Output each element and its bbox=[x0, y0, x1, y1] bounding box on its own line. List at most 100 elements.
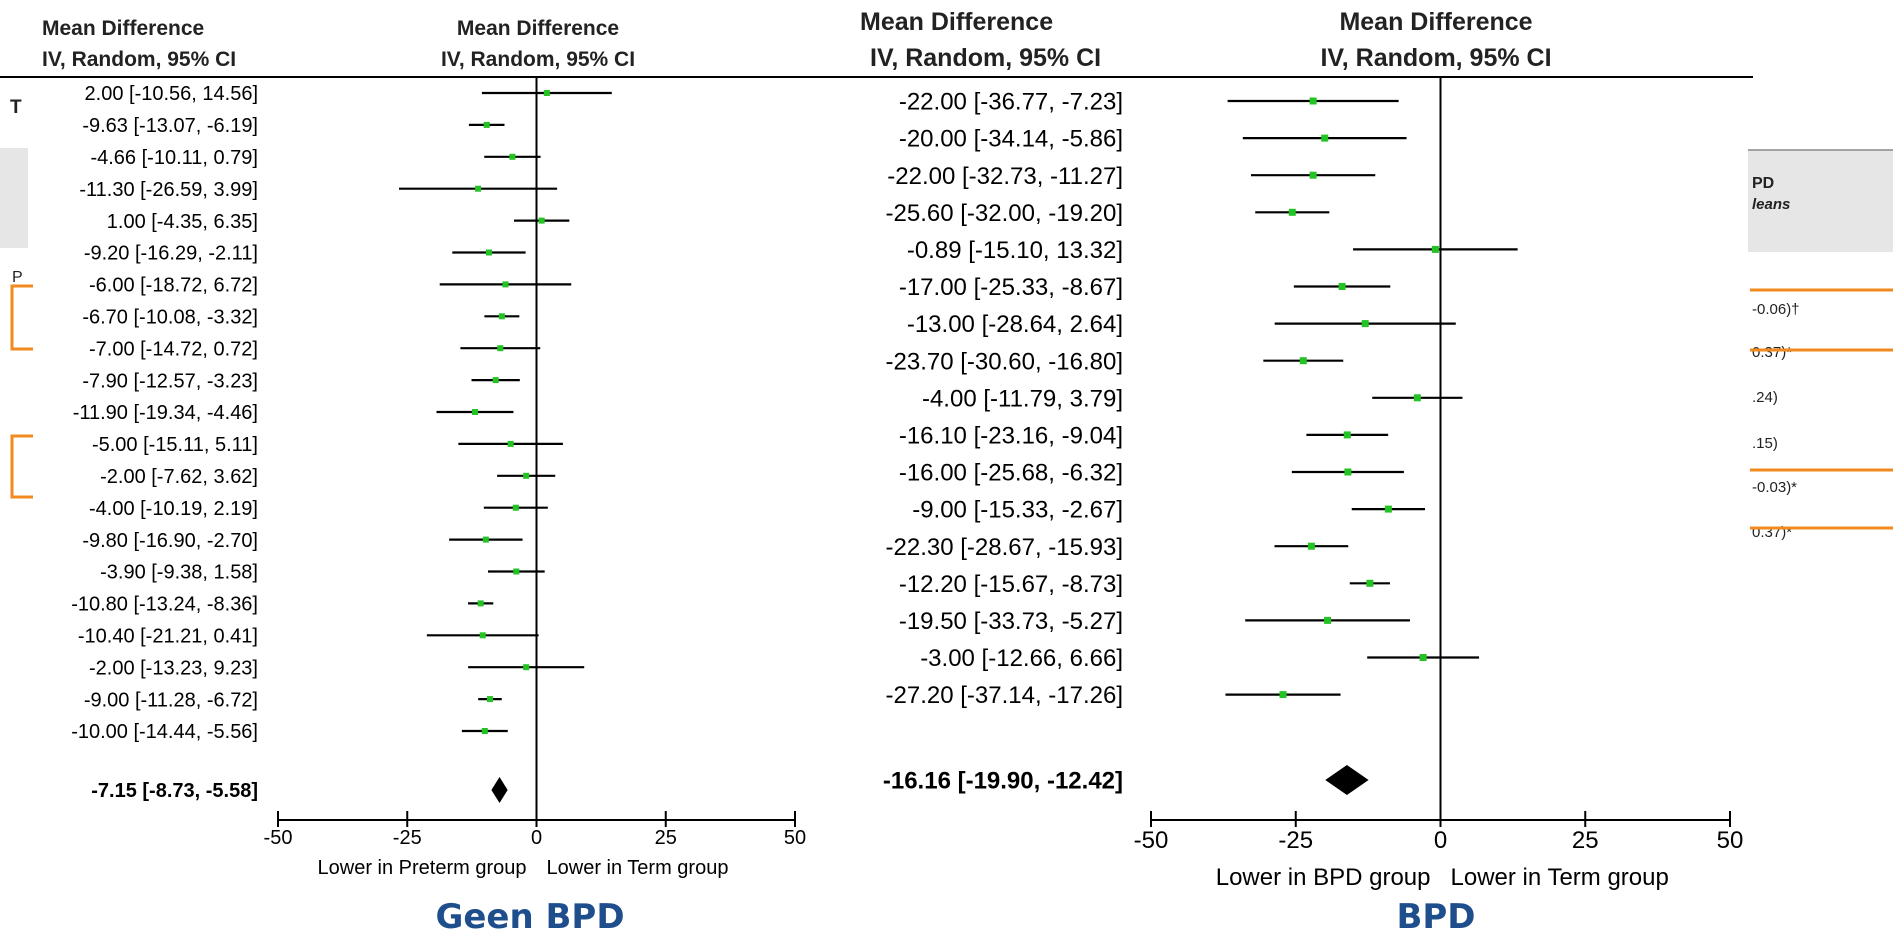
right-background-row: .24) bbox=[1752, 389, 1778, 406]
left-study-estimate bbox=[502, 281, 509, 288]
right-study-ci-label: -19.50 [-33.73, -5.27] bbox=[899, 608, 1123, 635]
left-study-ci-label: -3.90 [-9.38, 1.58] bbox=[100, 562, 258, 584]
left-x-tick-label: -25 bbox=[393, 827, 422, 849]
left-study-ci-label: 1.00 [-4.35, 6.35] bbox=[107, 211, 258, 233]
left-study-ci-label: -11.30 [-26.59, 3.99] bbox=[79, 179, 258, 201]
left-background-letter-p: P bbox=[12, 269, 23, 286]
left-study-ci-label: -9.20 [-16.29, -2.11] bbox=[84, 243, 258, 265]
left-highlight-bracket-2 bbox=[10, 434, 33, 499]
right-study-estimate bbox=[1344, 468, 1352, 476]
left-panel-caption: Geen BPD bbox=[435, 897, 624, 937]
right-x-tick-label: -50 bbox=[1134, 827, 1169, 854]
left-study-ci-label: -6.70 [-10.08, -3.32] bbox=[82, 307, 258, 329]
left-study-ci-label: -10.80 [-13.24, -8.36] bbox=[71, 594, 258, 616]
right-panel-caption: BPD bbox=[1396, 897, 1475, 937]
left-pooled-ci-label: -7.15 [-8.73, -5.58] bbox=[91, 780, 258, 802]
forest-plot-bpd-svg: PDleans-0.06)†0.37)*.24).15)-0.03)*0.37)… bbox=[820, 8, 1893, 937]
left-background-letter-t: T bbox=[10, 97, 22, 118]
right-study-ci-label: -16.00 [-25.68, -6.32] bbox=[899, 460, 1123, 487]
left-x-tick-label: 50 bbox=[784, 827, 806, 849]
left-study-estimate bbox=[479, 632, 486, 639]
left-study-estimate bbox=[486, 696, 493, 703]
left-study-ci-label: -6.00 [-18.72, 6.72] bbox=[89, 275, 258, 297]
right-study-estimate bbox=[1321, 134, 1329, 142]
right-study-estimate bbox=[1384, 505, 1392, 513]
left-study-ci-label: -5.00 [-15.11, 5.11] bbox=[92, 434, 258, 456]
right-study-estimate bbox=[1324, 616, 1332, 624]
left-study-ci-label: -2.00 [-13.23, 9.23] bbox=[89, 657, 258, 679]
right-xlabel-left: Lower in BPD group bbox=[1216, 864, 1431, 891]
forest-plot-geen-bpd-svg: T P Mean Difference IV, Random, 95% CI Mean … bbox=[0, 17, 820, 937]
left-pooled-diamond bbox=[491, 777, 508, 803]
left-study-estimate bbox=[481, 728, 488, 734]
right-study-ci-label: -22.00 [-32.73, -11.27] bbox=[887, 163, 1123, 190]
left-highlight-bracket-1 bbox=[10, 284, 33, 351]
left-study-estimate bbox=[498, 313, 505, 320]
left-x-tick-label: 0 bbox=[531, 827, 542, 849]
left-study-estimate bbox=[512, 504, 519, 511]
right-study-ci-label: -22.30 [-28.67, -15.93] bbox=[886, 534, 1124, 561]
left-study-estimate bbox=[477, 600, 484, 607]
right-background-row: 0.37)* bbox=[1752, 344, 1792, 361]
right-study-estimate bbox=[1279, 691, 1287, 699]
left-study-estimate bbox=[507, 440, 514, 447]
left-study-estimate bbox=[485, 249, 492, 256]
left-study-estimate bbox=[475, 185, 482, 192]
left-study-estimate bbox=[471, 409, 478, 415]
right-study-estimate bbox=[1299, 357, 1307, 365]
right-x-tick-label: 50 bbox=[1717, 827, 1744, 854]
right-study-ci-label: -17.00 [-25.33, -8.67] bbox=[899, 274, 1123, 301]
right-background-row: -0.03)* bbox=[1752, 479, 1797, 496]
right-background-box bbox=[1748, 150, 1893, 252]
forest-plot-geen-bpd: T P Mean Difference IV, Random, 95% CI Mean … bbox=[0, 0, 820, 937]
right-study-estimate bbox=[1413, 394, 1421, 402]
right-col-header-1-line1: Mean Difference bbox=[860, 8, 1053, 36]
right-study-ci-label: -20.00 [-34.14, -5.86] bbox=[899, 126, 1123, 153]
left-study-estimate bbox=[523, 664, 530, 671]
right-col-header-1-line2: IV, Random, 95% CI bbox=[870, 44, 1101, 72]
right-study-ci-label: -16.10 [-23.16, -9.04] bbox=[899, 423, 1123, 450]
left-study-ci-label: -10.00 [-14.44, -5.56] bbox=[71, 721, 258, 743]
right-study-estimate bbox=[1419, 654, 1427, 661]
right-study-estimate bbox=[1343, 431, 1351, 439]
right-pooled-ci-label: -16.16 [-19.90, -12.42] bbox=[883, 768, 1123, 795]
left-study-ci-label: -7.90 [-12.57, -3.23] bbox=[82, 370, 258, 392]
left-xlabel-right: Lower in Term group bbox=[547, 857, 729, 879]
forest-plot-bpd: PD leans -0.06)† 0.37)* .24) .15) -0.03)* 0.37)… bbox=[820, 0, 1893, 937]
left-col-header-2-line2: IV, Random, 95% CI bbox=[441, 48, 635, 71]
right-xlabel-right: Lower in Term group bbox=[1451, 864, 1669, 891]
left-study-estimate bbox=[538, 217, 545, 224]
right-study-ci-label: -9.00 [-15.33, -2.67] bbox=[912, 497, 1123, 524]
left-study-ci-label: -7.00 [-14.72, 0.72] bbox=[89, 338, 258, 360]
left-study-ci-label: -11.90 [-19.34, -4.46] bbox=[73, 402, 258, 424]
right-study-ci-label: -25.60 [-32.00, -19.20] bbox=[886, 200, 1124, 227]
left-study-ci-label: -4.00 [-10.19, 2.19] bbox=[89, 498, 258, 520]
right-study-ci-label: -0.89 [-15.10, 13.32] bbox=[907, 237, 1123, 264]
right-study-ci-label: -22.00 [-36.77, -7.23] bbox=[899, 89, 1123, 116]
right-study-ci-label: -3.00 [-12.66, 6.66] bbox=[920, 645, 1123, 672]
left-study-ci-label: -10.40 [-21.21, 0.41] bbox=[78, 626, 258, 648]
left-col-header-1-line2: IV, Random, 95% CI bbox=[42, 48, 236, 71]
left-study-ci-label: -9.00 [-11.28, -6.72] bbox=[84, 689, 258, 711]
right-x-tick-label: 0 bbox=[1434, 827, 1447, 854]
right-background-row: .15) bbox=[1752, 435, 1778, 452]
left-study-ci-label: -9.80 [-16.90, -2.70] bbox=[82, 530, 258, 552]
right-col-header-2-line1: Mean Difference bbox=[1339, 8, 1532, 36]
right-study-estimate bbox=[1431, 245, 1439, 253]
right-pooled-diamond bbox=[1325, 765, 1369, 795]
right-background-header-2: leans bbox=[1752, 196, 1790, 213]
left-study-ci-label: -4.66 [-10.11, 0.79] bbox=[90, 147, 258, 169]
left-study-ci-label: 2.00 [-10.56, 14.56] bbox=[85, 83, 258, 105]
right-study-estimate bbox=[1307, 542, 1315, 550]
right-study-estimate bbox=[1309, 97, 1317, 105]
left-study-estimate bbox=[492, 377, 499, 384]
right-study-ci-label: -23.70 [-30.60, -16.80] bbox=[886, 348, 1124, 375]
right-col-header-2-line2: IV, Random, 95% CI bbox=[1320, 44, 1551, 72]
left-x-tick-label: -50 bbox=[264, 827, 293, 849]
left-x-tick-label: 25 bbox=[655, 827, 677, 849]
left-study-ci-label: -9.63 [-13.07, -6.19] bbox=[82, 115, 258, 137]
left-background-box bbox=[0, 148, 28, 248]
right-study-estimate bbox=[1309, 171, 1317, 179]
right-x-tick-label: 25 bbox=[1572, 827, 1599, 854]
right-study-estimate bbox=[1361, 320, 1369, 328]
